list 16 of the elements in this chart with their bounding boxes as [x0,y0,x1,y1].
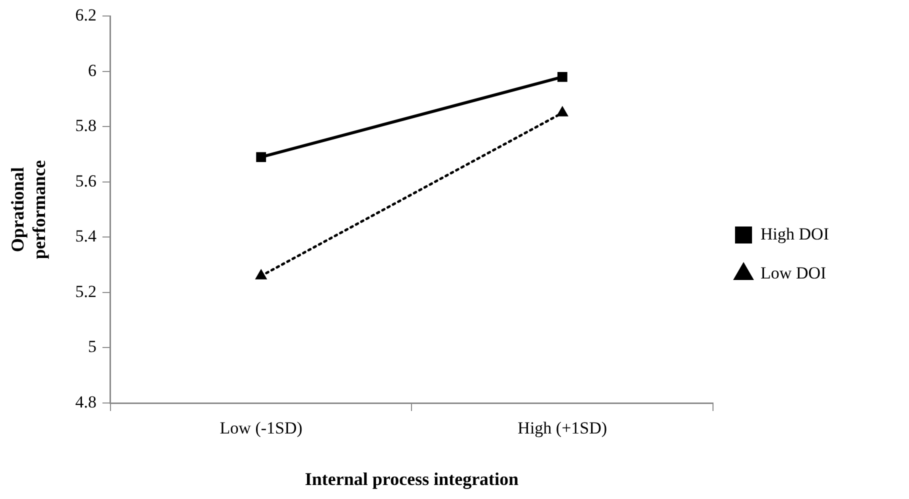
y-tick-label: 5.8 [75,116,96,136]
y-tick-label: 5.6 [75,171,96,190]
y-tick-label: 4.8 [75,392,96,412]
y-tick-label: 5.2 [75,282,96,301]
x-tick-label: Low (-1SD) [220,418,302,438]
legend-label: Low DOI [760,263,826,282]
y-axis-title: Oprational performance [7,160,50,260]
y-tick-label: 6 [88,60,96,80]
y-tick-label: 6.2 [75,6,96,25]
y-tick-label: 5.4 [75,226,97,246]
point [256,152,266,162]
y-tick-label: 5 [88,337,96,356]
legend-label: High DOI [760,224,830,244]
x-tick-label: High (+1SD) [518,418,608,438]
x-axis-title: Internal process integration [304,468,519,489]
point [557,72,568,82]
